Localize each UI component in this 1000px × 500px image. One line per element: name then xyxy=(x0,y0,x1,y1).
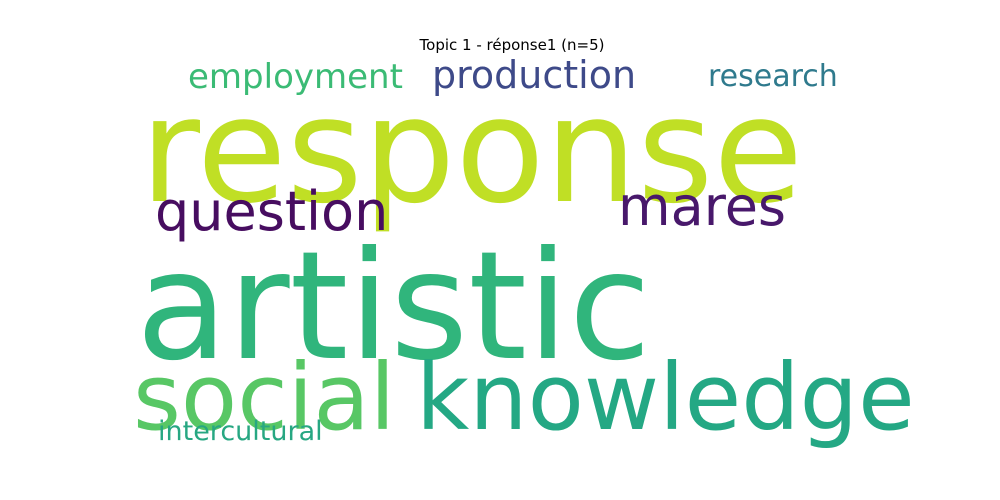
word-employment: employment xyxy=(188,57,403,97)
word-intercultural: intercultural xyxy=(158,416,323,447)
word-question: question xyxy=(155,180,389,243)
word-response: response xyxy=(140,66,804,236)
word-mares: mares xyxy=(618,175,787,238)
word-artistic: artistic xyxy=(136,220,652,394)
word-knowledge: knowledge xyxy=(416,344,915,451)
word-production: production xyxy=(432,53,637,97)
chart-title: Topic 1 - réponse1 (n=5) xyxy=(419,36,605,54)
word-social: social xyxy=(133,344,396,451)
word-research: research xyxy=(708,59,838,94)
